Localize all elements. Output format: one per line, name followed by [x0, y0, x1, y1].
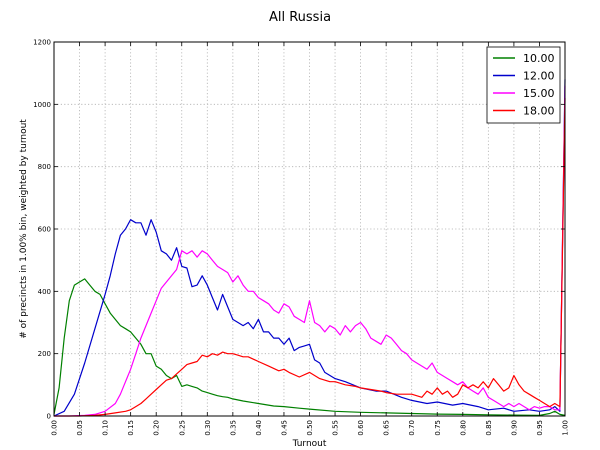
x-tick-label: 0.10	[102, 420, 110, 436]
grid-layer	[54, 42, 565, 416]
x-tick-label: 0.05	[76, 420, 84, 436]
x-tick-label: 0.90	[510, 420, 518, 436]
y-axis-title: # of precincts in 1.00% bin, weighted by…	[19, 119, 29, 339]
x-tick-label: 0.60	[357, 420, 365, 436]
chart-title: All Russia	[269, 10, 331, 25]
x-tick-label: 1.00	[562, 420, 570, 436]
x-tick-label: 0.85	[485, 420, 493, 436]
x-tick-label: 0.95	[536, 420, 544, 436]
y-tick-label: 1000	[33, 101, 51, 109]
legend-label: 18.00	[523, 105, 555, 118]
y-tick-label: 600	[38, 226, 51, 234]
legend-label: 15.00	[523, 87, 555, 100]
x-tick-label: 0.40	[255, 420, 263, 436]
series-line-18-00	[54, 98, 566, 417]
x-axis-title: Turnout	[292, 439, 327, 449]
y-tick-label: 0	[47, 413, 51, 421]
legend-label: 10.00	[523, 52, 555, 65]
x-tick-label: 0.65	[383, 420, 391, 436]
axis-layer: 0.00 0.05 0.10 0.15 0.20 0.25 0.30 0.35 0.40 0.45…	[33, 39, 569, 436]
x-tick-label: 0.50	[306, 420, 314, 436]
x-tick-label: 0.25	[178, 420, 186, 436]
x-tick-label: 0.20	[153, 420, 161, 436]
legend: 10.00 12.00 15.00 18.00	[486, 46, 561, 124]
x-tick-label: 0.45	[280, 420, 288, 436]
legend-label: 12.00	[523, 70, 555, 83]
series-layer	[53, 79, 566, 417]
series-line-15-00	[54, 85, 566, 417]
y-tick-label: 200	[38, 350, 51, 358]
y-tick-label: 1200	[33, 39, 51, 47]
series-line-12-00	[53, 79, 566, 417]
x-tick-label: 0.55	[332, 420, 340, 436]
x-tick-label: 0.15	[127, 420, 135, 436]
x-tick-label: 0.70	[408, 420, 416, 436]
y-tick-label: 400	[38, 288, 51, 296]
x-tick-label: 0.80	[459, 420, 467, 436]
x-tick-label: 0.30	[204, 420, 212, 436]
x-tick-label: 0.75	[434, 420, 442, 436]
y-tick-label: 800	[38, 163, 51, 171]
x-tick-label: 0.00	[51, 420, 59, 436]
series-line-10-00	[53, 278, 566, 416]
x-tick-label: 0.35	[229, 420, 237, 436]
